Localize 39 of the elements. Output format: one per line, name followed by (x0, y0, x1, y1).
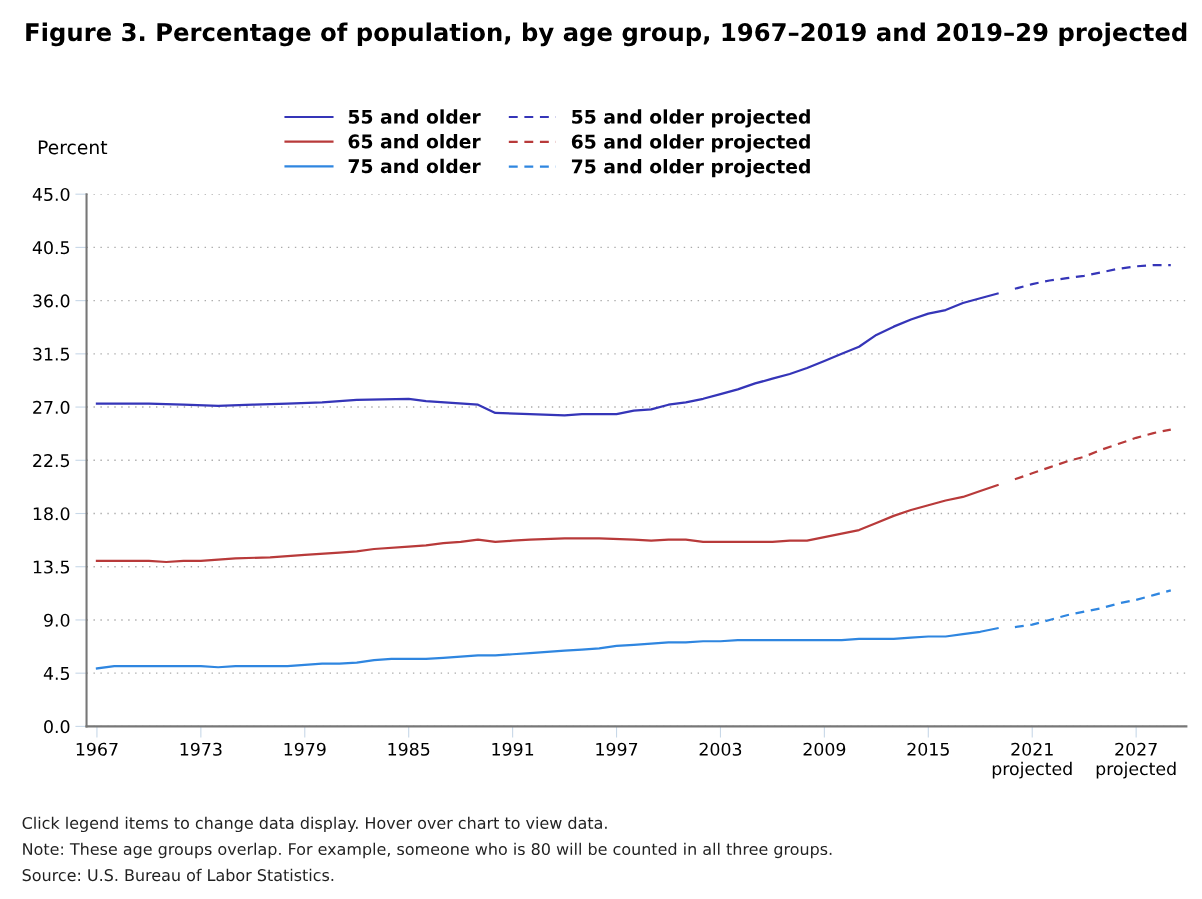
x-tick-label: 1991 (492, 742, 534, 756)
legend-label: 55 and older (348, 109, 481, 124)
legend-label: 65 and older (348, 134, 481, 149)
y-tick-label: 13.5 (33, 560, 70, 574)
x-tick-label: 1973 (180, 742, 222, 756)
text: Note: These age groups overlap. For example, someone who is 80 will be counted in all three groups. (23, 842, 832, 859)
y-tick-label: 27.0 (33, 400, 70, 414)
line-series (95, 292, 999, 417)
y-tick-label: 22.5 (33, 454, 70, 468)
y-tick-label: 4.5 (43, 667, 70, 681)
y-tick-label: 18.0 (33, 507, 70, 521)
y-tick-label: 0.0 (44, 720, 70, 734)
x-tick-label: 1985 (388, 742, 430, 756)
x-tick-label: 2003 (699, 742, 742, 756)
y-tick-label: 36.0 (33, 294, 70, 308)
legend-label: 55 and older projected (572, 109, 810, 128)
y-tick-label: 45.0 (32, 187, 70, 202)
x-tick-label: 1967 (76, 742, 118, 756)
line-series (95, 627, 999, 670)
x-tick-label: 2027 projected (1096, 742, 1176, 779)
legend-label: 75 and older (348, 158, 481, 174)
chart-title: Figure 3. Percentage of population, by age group, 1967–2019 and 2019–29 projected (26, 22, 1187, 47)
legend-label: 65 and older projected (571, 134, 810, 153)
line-series (1013, 589, 1172, 629)
y-tick-label: 31.5 (33, 347, 70, 361)
x-tick-label: 2009 (803, 742, 846, 756)
legend-label: 75 and older projected (571, 159, 810, 178)
x-tick-label: 1979 (284, 742, 326, 756)
y-axis-title: Percent (38, 140, 108, 155)
x-tick-label: 1997 (596, 742, 638, 756)
line-series (1013, 264, 1172, 290)
y-tick-label: 9.0 (44, 613, 70, 627)
line-series (95, 484, 999, 564)
source-note: Source: U.S. Bureau of Labor Statistics. (22, 868, 334, 882)
line-series (1013, 428, 1172, 481)
text: Click legend items to change data display. Hover over chart to view data. (22, 816, 607, 833)
y-tick-label: 40.5 (32, 241, 70, 255)
x-tick-label: 2021 projected (992, 742, 1072, 779)
x-tick-label: 2015 (907, 742, 949, 756)
